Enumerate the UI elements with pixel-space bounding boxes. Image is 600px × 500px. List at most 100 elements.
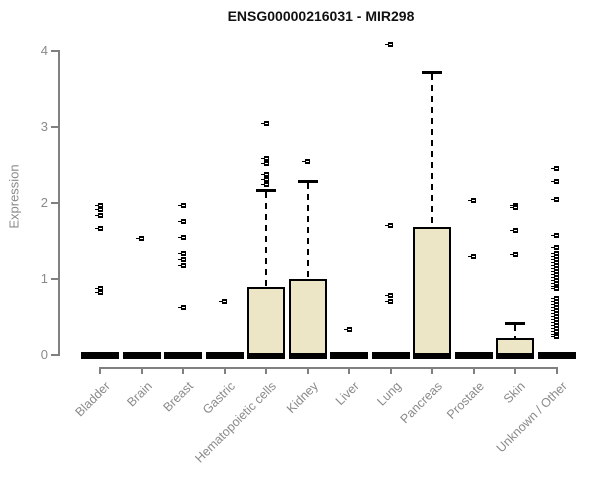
y-tick-label: 0 <box>40 347 48 362</box>
outlier-point <box>551 268 560 274</box>
outlier-point <box>551 298 560 304</box>
y-tick-label: 1 <box>40 271 48 286</box>
x-axis-tick <box>223 367 226 374</box>
zero-box-9 <box>454 351 493 359</box>
outlier-point <box>177 304 186 310</box>
outlier-point <box>177 202 186 208</box>
outlier-point <box>385 299 394 305</box>
x-axis-tick <box>389 367 392 374</box>
outlier-point <box>177 251 186 257</box>
outlier-point <box>551 307 560 313</box>
x-axis-tick <box>140 367 143 374</box>
box-8 <box>413 227 452 358</box>
whisker-10 <box>514 325 517 339</box>
y-axis-tick <box>51 126 58 128</box>
outlier-point <box>551 278 560 284</box>
y-axis-tick <box>51 202 58 204</box>
outlier-point <box>385 222 394 228</box>
box-5 <box>288 279 327 358</box>
outlier-point <box>551 265 560 271</box>
y-tick-label: 4 <box>40 43 48 58</box>
outlier-point <box>551 197 560 203</box>
x-axis-tick <box>99 367 101 374</box>
outlier-point <box>509 252 518 258</box>
x-axis-tick <box>431 367 434 374</box>
y-tick-label: 2 <box>40 195 48 210</box>
y-tick-label: 3 <box>40 119 48 134</box>
outlier-point <box>468 198 477 204</box>
outlier-point <box>509 205 518 211</box>
y-axis-tick <box>51 354 58 356</box>
zero-box-6 <box>330 351 369 359</box>
outlier-point <box>551 179 560 185</box>
outlier-point <box>260 182 269 188</box>
outlier-point <box>385 293 394 299</box>
x-axis-tick <box>472 367 475 374</box>
outlier-point <box>260 176 269 182</box>
outlier-point <box>302 158 311 164</box>
outlier-point <box>551 313 560 319</box>
x-tick-label-unknown-other: Unknown / Other <box>493 379 570 456</box>
outlier-point <box>551 304 560 310</box>
outlier-point <box>551 250 560 256</box>
whisker-cap-5 <box>297 179 318 183</box>
outlier-point <box>551 262 560 268</box>
outlier-point <box>343 327 352 333</box>
box-4 <box>247 287 286 358</box>
outlier-point <box>551 245 560 251</box>
zero-box-7 <box>371 351 410 359</box>
x-axis-tick <box>306 367 309 374</box>
outlier-point <box>551 233 560 239</box>
outlier-point <box>551 333 560 339</box>
outlier-point <box>509 227 518 233</box>
outlier-point <box>177 256 186 262</box>
outlier-point <box>94 225 103 231</box>
outlier-point <box>177 262 186 268</box>
median-line-10 <box>496 352 535 359</box>
outlier-point <box>551 328 560 334</box>
outlier-point <box>551 256 560 262</box>
whisker-5 <box>306 182 309 279</box>
whisker-cap-4 <box>256 189 277 193</box>
outlier-point <box>94 290 103 296</box>
zero-box-2 <box>164 351 203 359</box>
outlier-point <box>94 202 103 208</box>
zero-box-0 <box>81 351 119 359</box>
outlier-point <box>94 206 103 212</box>
outlier-point <box>551 285 560 291</box>
outlier-point <box>177 234 186 240</box>
x-axis-tick <box>514 367 517 374</box>
outlier-point <box>468 254 477 260</box>
outlier-point <box>551 316 560 322</box>
outlier-point <box>260 171 269 177</box>
median-line-5 <box>288 352 327 359</box>
outlier-point <box>385 41 394 47</box>
zero-box-11 <box>537 351 576 359</box>
zero-box-1 <box>122 351 161 359</box>
x-axis-tick <box>555 367 558 374</box>
outlier-point <box>551 325 560 331</box>
y-axis-tick <box>51 50 58 52</box>
x-axis-tick <box>348 367 351 374</box>
outlier-point <box>551 319 560 325</box>
median-line-4 <box>247 352 286 359</box>
outlier-point <box>551 322 560 328</box>
outlier-point <box>177 218 186 224</box>
outlier-point <box>551 310 560 316</box>
outlier-point <box>260 156 269 162</box>
outlier-point <box>551 295 560 301</box>
x-axis-tick <box>182 367 185 374</box>
outlier-point <box>551 274 560 280</box>
x-axis-tick <box>265 367 268 374</box>
outlier-point <box>260 160 269 166</box>
outlier-point <box>94 285 103 291</box>
y-axis-line <box>58 50 60 356</box>
chart-title: ENSG00000216031 - MIR298 <box>227 8 415 24</box>
outlier-point <box>260 120 269 126</box>
whisker-8 <box>431 74 434 228</box>
outlier-point <box>551 301 560 307</box>
outlier-point <box>551 166 560 172</box>
outlier-point <box>136 236 145 242</box>
whisker-4 <box>265 192 268 288</box>
